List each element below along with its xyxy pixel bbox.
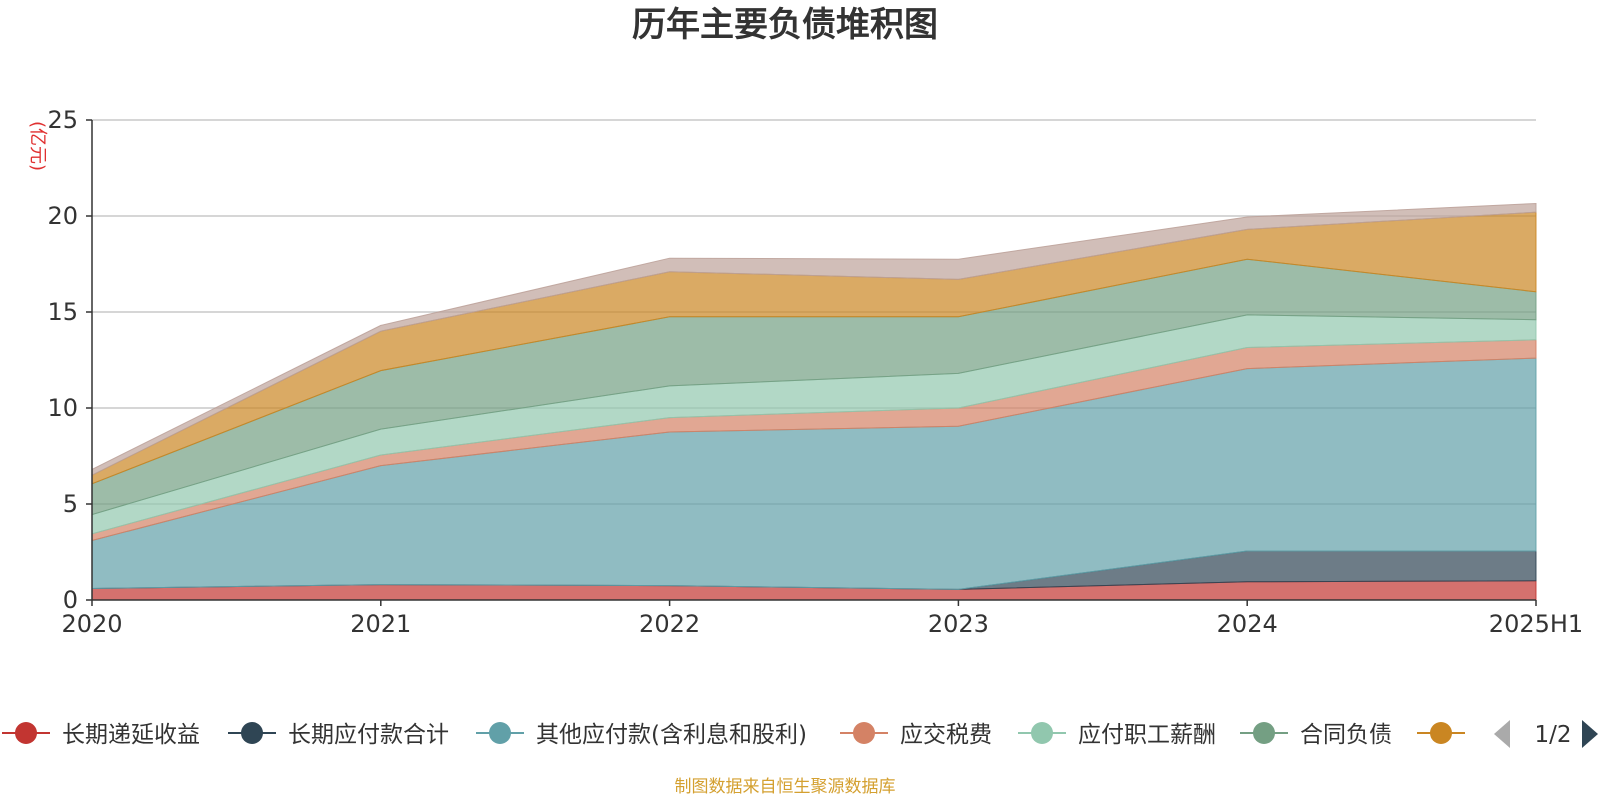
x-tick-label: 2022 — [639, 610, 700, 638]
y-tick-label: 15 — [47, 298, 78, 326]
legend-circle-icon — [489, 722, 511, 744]
legend-label: 长期递延收益 — [62, 722, 200, 748]
legend-item[interactable]: 应付账款 — [1417, 722, 1569, 748]
legend-label: 应交税费 — [900, 722, 992, 748]
x-tick-label: 2020 — [61, 610, 122, 638]
legend-item[interactable]: 合同负债 — [1240, 722, 1392, 748]
y-tick-label: 20 — [47, 202, 78, 230]
legend-item[interactable]: 长期递延收益 — [2, 722, 200, 748]
area-series-7 — [91, 202, 1537, 477]
legend-prev-page-icon[interactable] — [1494, 720, 1510, 748]
legend-label: 其他应付款(含利息和股利) — [536, 722, 807, 748]
legend-circle-icon — [1253, 722, 1275, 744]
legend-item[interactable]: 长期应付款合计 — [228, 722, 449, 748]
legend-circle-icon — [1430, 722, 1452, 744]
legend-circle-icon — [15, 722, 37, 744]
y-tick-label: 10 — [47, 394, 78, 422]
chart-title: 历年主要负债堆积图 — [632, 5, 938, 45]
legend-page-indicator: 1/2 — [1534, 722, 1571, 748]
y-tick-label: 0 — [63, 586, 78, 614]
legend-item[interactable]: 应付职工薪酬 — [1018, 722, 1216, 748]
legend-circle-icon — [241, 722, 263, 744]
legend-label: 长期应付款合计 — [288, 722, 449, 748]
legend-label: 合同负债 — [1300, 722, 1392, 748]
source-note: 制图数据来自恒生聚源数据库 — [675, 777, 896, 797]
x-tick-label: 2023 — [928, 610, 989, 638]
x-tick-label: 2024 — [1217, 610, 1278, 638]
legend-circle-icon — [853, 722, 875, 744]
y-tick-label: 25 — [47, 106, 78, 134]
legend-item[interactable]: 应交税费 — [840, 722, 992, 748]
legend: 长期递延收益 长期应付款合计 其他应付款(含利息和股利) 应交税费 应付职工薪酬 合同负债… — [2, 720, 1598, 748]
legend-label: 应付职工薪酬 — [1078, 722, 1216, 748]
area-series-group — [91, 202, 1537, 601]
legend-items: 长期递延收益 长期应付款合计 其他应付款(含利息和股利) 应交税费 应付职工薪酬 合同负债… — [2, 722, 1569, 748]
legend-item[interactable]: 其他应付款(含利息和股利) — [476, 722, 807, 748]
y-axis-unit-label: (亿元) — [27, 121, 48, 171]
x-tick-label: 2025H1 — [1489, 610, 1583, 638]
axes: 0 5 10 15 20 25 2020 2021 2022 2023 2024 2025H1 — [47, 106, 1583, 638]
legend-next-page-icon[interactable] — [1582, 720, 1598, 748]
legend-circle-icon — [1031, 722, 1053, 744]
y-tick-label: 5 — [63, 490, 78, 518]
x-tick-label: 2021 — [350, 610, 411, 638]
